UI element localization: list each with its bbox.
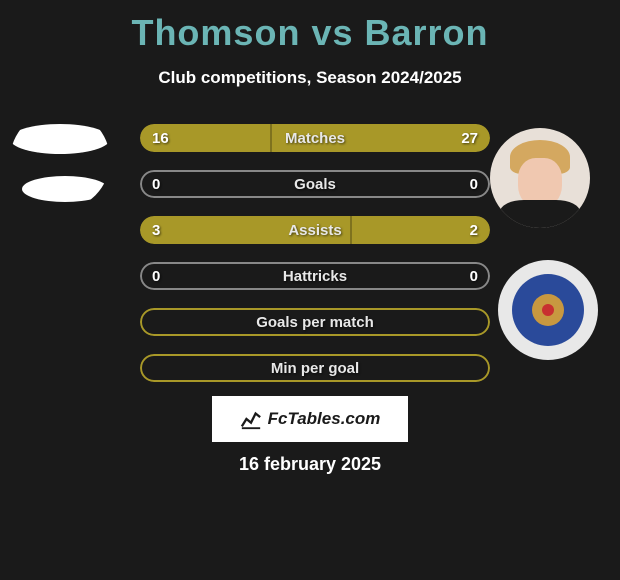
stat-bar: Hattricks0 0 [140, 262, 490, 290]
watermark: FcTables.com [212, 396, 408, 442]
bar-label: Assists [140, 216, 490, 244]
player1-name: Thomson [131, 12, 300, 53]
player1-avatar [10, 110, 110, 210]
placeholder-shape [10, 124, 110, 154]
stat-bar: Goals per match [140, 308, 490, 336]
avatar-shirt [500, 200, 580, 228]
bar-value-right: 2 [470, 216, 478, 244]
comparison-bars: Matches1627Goals00Assists32Hattricks00Go… [140, 124, 490, 400]
player2-club-crest [498, 260, 598, 360]
fctables-logo-icon [240, 408, 262, 430]
bar-value-right: 0 [470, 170, 478, 198]
player2-name: Barron [365, 12, 489, 53]
stat-bar: Matches16 27 [140, 124, 490, 152]
comparison-title: Thomson vs Barron [0, 0, 620, 54]
watermark-text: FcTables.com [268, 409, 381, 429]
bar-label: Min per goal [140, 354, 490, 382]
player2-avatar [490, 128, 590, 228]
stat-bar: Assists3 2 [140, 216, 490, 244]
crest-accent [542, 304, 554, 316]
bar-value-left: 3 [152, 216, 160, 244]
bar-label: Goals [140, 170, 490, 198]
subtitle: Club competitions, Season 2024/2025 [0, 68, 620, 88]
bar-value-right: 27 [461, 124, 478, 152]
stat-bar: Min per goal [140, 354, 490, 382]
stat-bar: Goals0 0 [140, 170, 490, 198]
bar-value-left: 0 [152, 170, 160, 198]
bar-value-right: 0 [470, 262, 478, 290]
placeholder-shape [22, 176, 108, 202]
bar-value-left: 16 [152, 124, 169, 152]
bar-label: Hattricks [140, 262, 490, 290]
bar-value-left: 0 [152, 262, 160, 290]
date-label: 16 february 2025 [0, 454, 620, 475]
bar-label: Goals per match [140, 308, 490, 336]
bar-label: Matches [140, 124, 490, 152]
vs-separator: vs [311, 12, 353, 53]
